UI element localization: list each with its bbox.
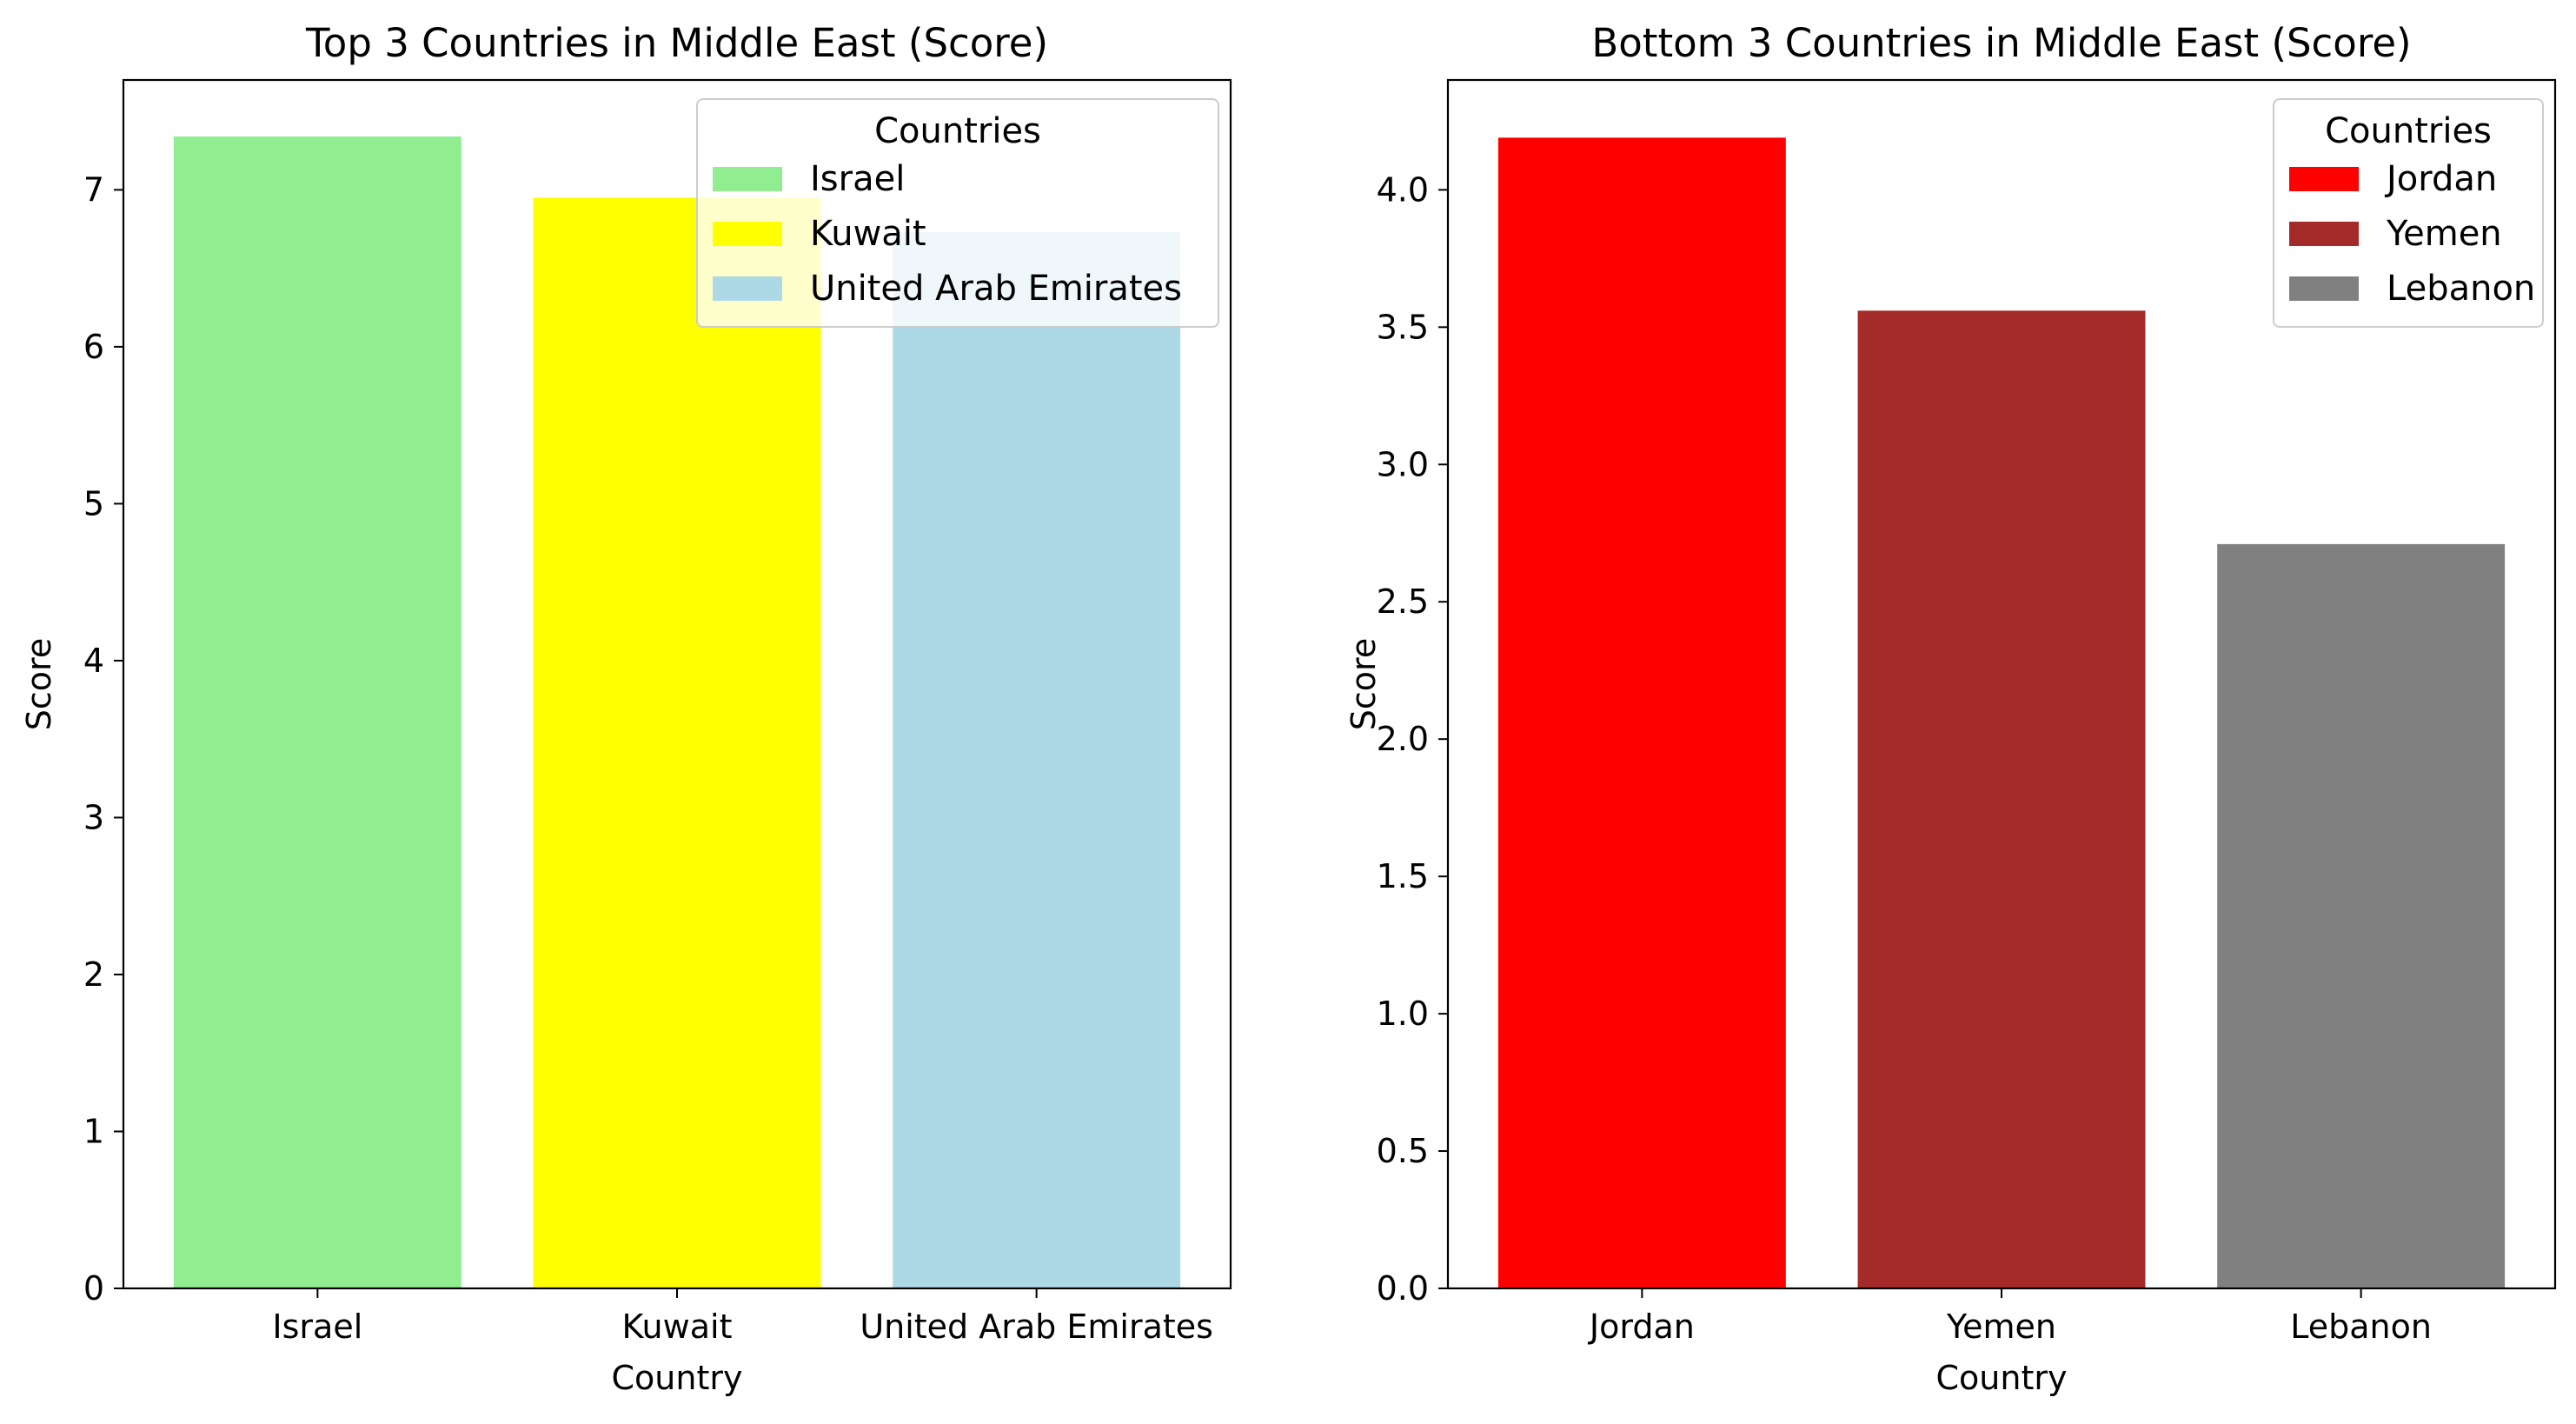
top3-legend-box — [696, 98, 1219, 328]
bottom3-ytick-label: 2.5 — [1377, 582, 1429, 621]
bottom3-ytick-label: 3.5 — [1377, 308, 1429, 346]
top3-legend-label: United Arab Emirates — [810, 269, 1182, 309]
bottom3-legend-label: Jordan — [2384, 159, 2497, 199]
bottom3-legend: Countries Jordan Yemen Lebanon — [2273, 98, 2544, 328]
bottom3-xtick-label: Lebanon — [2290, 1308, 2432, 1346]
bottom3-ytick-label: 0.0 — [1377, 1269, 1429, 1308]
bottom3-legend-swatch — [2289, 167, 2359, 191]
top3-bar-kuwait — [533, 197, 821, 1288]
top3-legend-title: Countries — [874, 111, 1041, 151]
top3-ytick-label: 5 — [83, 484, 104, 522]
bottom3-legend-swatch — [2289, 222, 2359, 246]
bottom3-xtick-label: Yemen — [1946, 1308, 2056, 1346]
top3-chart: 0 1 2 3 4 5 6 7 Israel Kuwait United Arab Emirates… — [20, 20, 1232, 1397]
bottom3-ytick-label: 2.0 — [1377, 720, 1429, 758]
bottom3-ytick-label: 1.5 — [1377, 857, 1429, 895]
bottom3-legend-label: Yemen — [2386, 214, 2502, 254]
top3-legend-swatch — [713, 222, 782, 246]
bottom3-legend-title: Countries — [2325, 111, 2492, 151]
bottom3-y-axis-label: Score — [1344, 638, 1383, 730]
top3-chart-title: Top 3 Countries in Middle East (Score) — [305, 20, 1048, 66]
top3-ytick-label: 3 — [83, 798, 104, 836]
top3-xtick-label: Israel — [272, 1308, 362, 1346]
bottom3-bar-jordan — [1497, 137, 1786, 1288]
bottom3-ytick-label: 1.0 — [1377, 995, 1429, 1033]
top3-legend-label: Israel — [810, 159, 905, 199]
bottom3-legend-label: Lebanon — [2387, 269, 2535, 309]
top3-bar-israel — [173, 136, 461, 1288]
top3-x-axis-label: Country — [612, 1359, 743, 1397]
bottom3-bar-yemen — [1857, 310, 2146, 1288]
top3-legend: Countries Israel Kuwait United Arab Emirate… — [696, 98, 1219, 328]
bottom3-xtick-label: Jordan — [1588, 1308, 1695, 1346]
bottom3-legend-box — [2273, 98, 2544, 328]
top3-legend-swatch — [713, 276, 782, 301]
top3-xtick-label: Kuwait — [622, 1308, 733, 1346]
bottom3-chart-title: Bottom 3 Countries in Middle East (Score… — [1591, 20, 2411, 66]
top3-y-axis-label: Score — [20, 638, 58, 730]
top3-ytick-label: 4 — [83, 642, 104, 680]
top3-ytick-label: 7 — [83, 170, 104, 209]
top3-ytick-label: 1 — [83, 1112, 104, 1150]
top3-bar-united-arab-emirates — [893, 232, 1181, 1288]
bottom3-ytick-label: 4.0 — [1377, 170, 1429, 209]
top3-ytick-label: 2 — [83, 955, 104, 994]
top3-ytick-label: 0 — [83, 1269, 104, 1308]
bottom3-bar-lebanon — [2217, 543, 2506, 1288]
top3-xtick-label: United Arab Emirates — [860, 1308, 1213, 1346]
bottom3-x-axis-label: Country — [1936, 1359, 2068, 1397]
top3-ytick-label: 6 — [83, 328, 104, 366]
bottom3-ytick-label: 0.5 — [1377, 1132, 1429, 1170]
top3-legend-swatch — [713, 167, 782, 191]
top3-legend-label: Kuwait — [810, 214, 926, 254]
bottom3-chart: 0.0 0.5 1.0 1.5 2.0 2.5 3.0 3.5 4.0 Jordan Yemen Le… — [1344, 20, 2557, 1397]
bottom3-legend-swatch — [2289, 276, 2359, 301]
bottom3-ytick-label: 3.0 — [1377, 445, 1429, 483]
